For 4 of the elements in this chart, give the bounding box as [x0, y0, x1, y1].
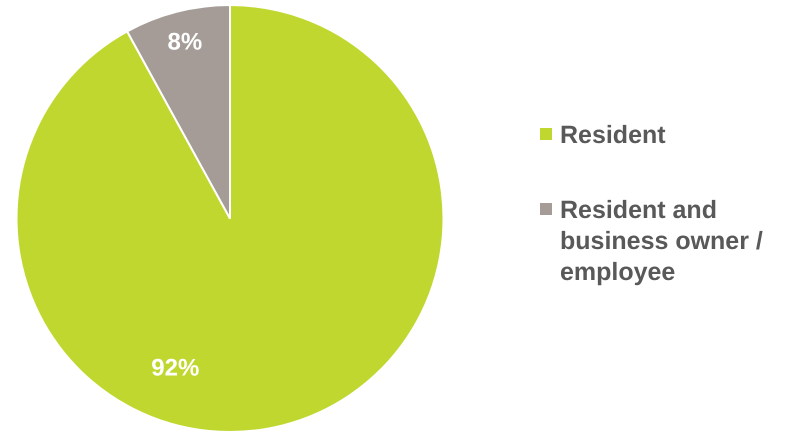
data-label: 8%	[168, 28, 202, 56]
legend-label: Resident and business owner / employee	[560, 195, 764, 288]
legend-label: Resident	[560, 120, 666, 151]
data-label: 92%	[151, 354, 200, 382]
